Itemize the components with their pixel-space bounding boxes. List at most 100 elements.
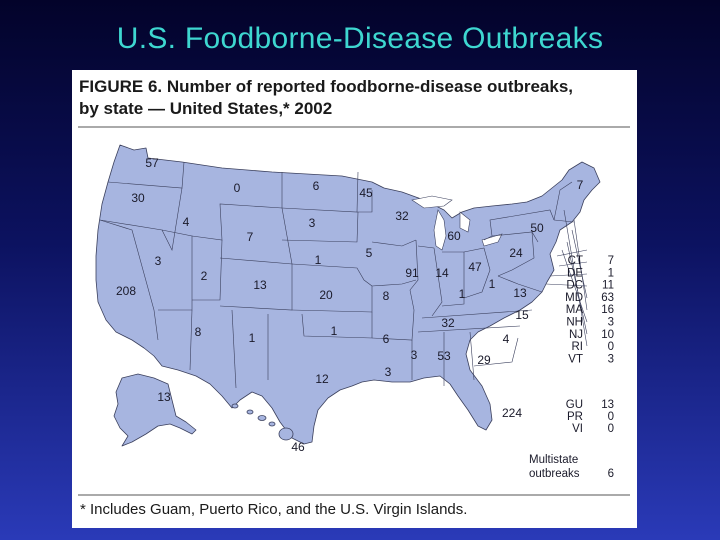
border-midwest-3 bbox=[371, 289, 415, 341]
state-value-ga: 29 bbox=[477, 353, 491, 367]
state-value-in: 14 bbox=[435, 266, 449, 280]
table-state-vt: VT bbox=[568, 353, 583, 365]
callout-line-9 bbox=[563, 209, 588, 347]
table-state-ct: CT bbox=[568, 255, 583, 267]
table-state-de: DE bbox=[567, 267, 583, 279]
lake-erie bbox=[481, 233, 503, 247]
multistate-label-line2: outbreaks bbox=[529, 468, 580, 480]
border-east-3 bbox=[497, 231, 535, 277]
state-value-nv: 3 bbox=[155, 254, 162, 268]
state-value-or: 30 bbox=[131, 191, 145, 205]
table-value-nh: 3 bbox=[608, 317, 614, 329]
state-value-wv: 1 bbox=[489, 277, 496, 291]
border-midwest-8 bbox=[463, 247, 491, 299]
border-west-3 bbox=[99, 219, 159, 341]
figure-footnote: * Includes Guam, Puerto Rico, and the U.… bbox=[80, 501, 468, 518]
slide-title: U.S. Foodborne-Disease Outbreaks bbox=[116, 22, 604, 55]
border-east-7 bbox=[469, 331, 475, 381]
state-value-nm: 1 bbox=[249, 331, 256, 345]
state-value-me: 7 bbox=[577, 178, 584, 192]
table-state-gu: GU bbox=[566, 399, 583, 411]
state-value-ok: 1 bbox=[331, 324, 338, 338]
table-value-ma: 16 bbox=[601, 304, 614, 316]
table-value-vi: 0 bbox=[608, 423, 614, 435]
border-west-7 bbox=[219, 257, 293, 311]
state-value-mt: 0 bbox=[234, 181, 241, 195]
state-value-id: 4 bbox=[183, 215, 190, 229]
table-value-de: 1 bbox=[608, 267, 614, 279]
state-value-ne: 1 bbox=[315, 253, 322, 267]
border-east-9 bbox=[497, 275, 543, 293]
border-west-4 bbox=[158, 229, 193, 311]
border-midwest-7 bbox=[441, 251, 465, 307]
table-value-ri: 0 bbox=[608, 341, 614, 353]
hawaii-island-3 bbox=[257, 415, 267, 421]
state-value-la: 3 bbox=[385, 365, 392, 379]
contiguous-us-shape bbox=[95, 144, 601, 445]
state-borders bbox=[99, 161, 575, 389]
state-value-nd: 6 bbox=[313, 179, 320, 193]
figure-panel: FIGURE 6. Number of reported foodborne-d… bbox=[72, 70, 637, 528]
table-state-pr: PR bbox=[567, 411, 583, 423]
multistate-label-line1: Multistate bbox=[529, 454, 578, 466]
table-value-gu: 13 bbox=[601, 399, 614, 411]
table-state-ri: RI bbox=[572, 341, 584, 353]
state-value-ia: 5 bbox=[366, 246, 373, 260]
callout-line-1 bbox=[556, 249, 588, 257]
state-value-ms: 3 bbox=[411, 348, 418, 362]
state-value-ar: 6 bbox=[383, 332, 390, 346]
table-value-pr: 0 bbox=[608, 411, 614, 423]
callout-line-5 bbox=[571, 229, 588, 299]
table-value-dc: 11 bbox=[602, 280, 614, 292]
state-value-ak: 13 bbox=[157, 390, 171, 404]
state-value-pa: 24 bbox=[509, 246, 523, 260]
table-state-ma: MA bbox=[566, 304, 584, 316]
table-state-dc: DC bbox=[566, 280, 583, 292]
callout-line-7 bbox=[561, 249, 588, 323]
state-value-ny: 50 bbox=[530, 221, 544, 235]
border-east-2 bbox=[489, 209, 555, 237]
figure-caption-line2: by state — United States,* 2002 bbox=[79, 99, 333, 118]
state-value-sd: 3 bbox=[309, 216, 316, 230]
state-value-fl: 224 bbox=[502, 406, 522, 420]
state-value-ky: 1 bbox=[459, 287, 466, 301]
border-plains-2 bbox=[281, 211, 359, 243]
border-west-8 bbox=[189, 309, 193, 371]
border-west-5 bbox=[191, 203, 283, 241]
table-state-nh: NH bbox=[566, 317, 583, 329]
border-west-2 bbox=[99, 187, 183, 251]
border-midwest-2 bbox=[371, 279, 417, 287]
state-value-az: 8 bbox=[195, 325, 202, 339]
lake-superior bbox=[411, 195, 453, 209]
callout-line-4 bbox=[545, 283, 588, 287]
lake-huron bbox=[459, 211, 471, 233]
alaska-shape bbox=[113, 373, 197, 447]
hawaii-island-5 bbox=[278, 427, 294, 441]
state-value-al: 53 bbox=[437, 349, 451, 363]
border-west-6 bbox=[192, 239, 223, 301]
state-value-mo: 8 bbox=[383, 289, 390, 303]
state-value-sc: 4 bbox=[503, 332, 510, 346]
state-value-tx: 12 bbox=[315, 372, 329, 386]
figure-caption: FIGURE 6. Number of reported foodborne-d… bbox=[79, 76, 639, 120]
us-landmass bbox=[95, 144, 601, 447]
territories-table: GU 13 PR 0 VI 0 bbox=[566, 399, 614, 435]
state-value-il: 91 bbox=[405, 266, 419, 280]
state-value-ks: 20 bbox=[319, 288, 333, 302]
state-value-wa: 57 bbox=[145, 156, 159, 170]
state-value-nc: 15 bbox=[515, 308, 529, 322]
border-midwest-4 bbox=[409, 239, 419, 291]
state-value-va: 13 bbox=[513, 286, 527, 300]
great-lakes bbox=[411, 195, 503, 251]
figure-caption-line1: FIGURE 6. Number of reported foodborne-d… bbox=[79, 77, 574, 96]
border-west-9 bbox=[231, 309, 237, 389]
border-east-8 bbox=[473, 337, 519, 367]
table-value-vt: 3 bbox=[608, 353, 614, 365]
table-state-md: MD bbox=[565, 292, 583, 304]
hawaii-island-2 bbox=[246, 409, 254, 415]
border-plains-6 bbox=[301, 312, 373, 339]
border-plains-7 bbox=[357, 190, 373, 213]
state-value-hi: 46 bbox=[291, 440, 305, 454]
